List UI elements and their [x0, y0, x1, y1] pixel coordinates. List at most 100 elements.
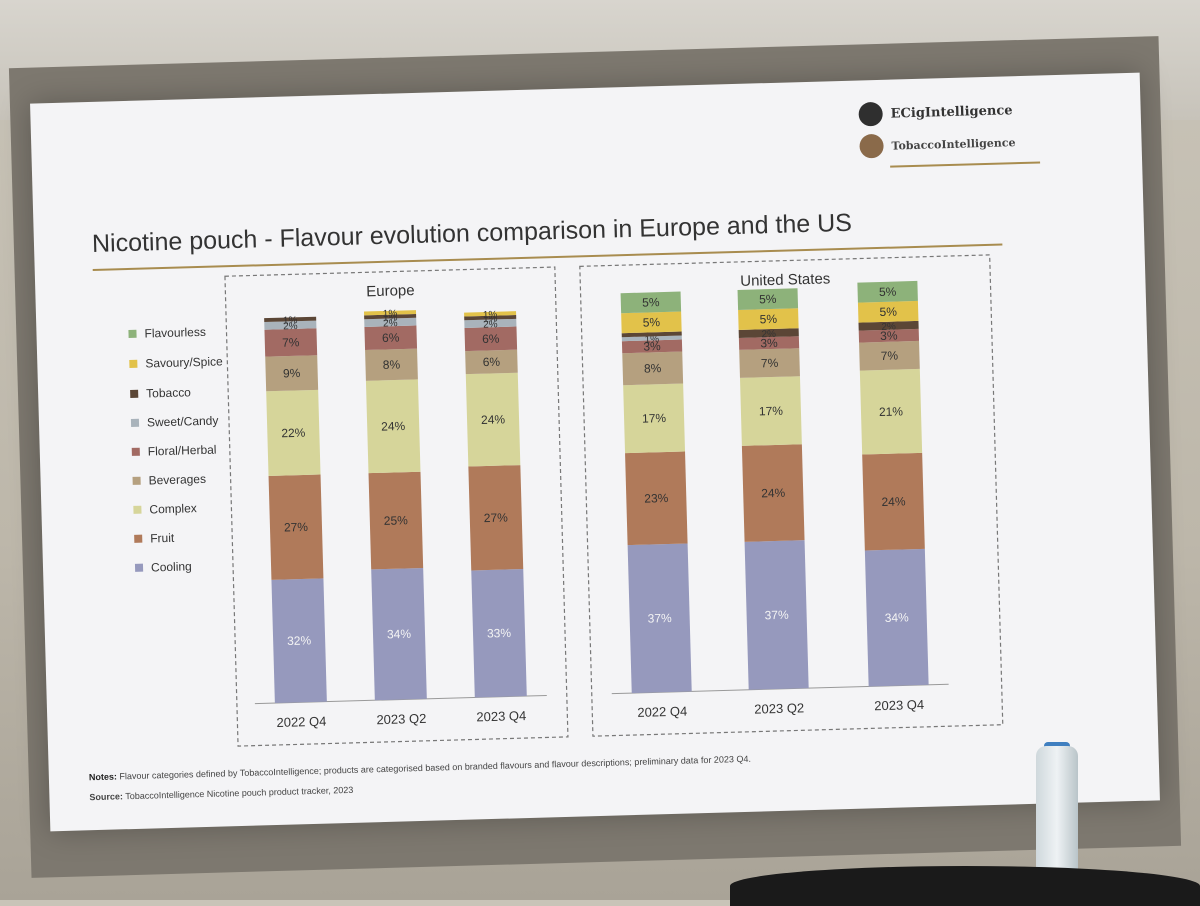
- europe-bar-2023-q4-floral-herbal: [464, 326, 518, 352]
- united-states-bar-2023-q4-flavourless: [857, 280, 918, 303]
- united-states-data-label-2022-q4-cooling: 37%: [647, 611, 672, 626]
- europe-bar-2022-q4-floral-herbal: [264, 328, 318, 357]
- europe-bar-2023-q4-savoury-spice: [464, 311, 517, 317]
- europe-bar-2022-q4-complex: [266, 389, 321, 476]
- europe-bar-2023-q2-floral-herbal: [364, 325, 418, 351]
- united-states-bar-2023-q4-cooling: [864, 548, 929, 687]
- united-states-bar-2023-q2-fruit: [741, 444, 805, 542]
- europe-bar-2022-q4-fruit: [268, 474, 324, 580]
- europe-data-label-2022-q4-complex: 22%: [281, 426, 306, 441]
- source-label: Source:: [89, 791, 124, 803]
- europe-bar-2023-q2-tobacco: [364, 313, 417, 320]
- europe-tick-label-2023-q2: 2023 Q2: [376, 711, 426, 727]
- united-states-bar-2022-q4-sweet-candy: [621, 335, 682, 342]
- europe-data-label-2023-q4-complex: 24%: [481, 412, 506, 427]
- europe-data-label-2022-q4-floral-herbal: 7%: [282, 335, 300, 349]
- europe-data-label-2023-q2-tobacco: 1%: [383, 312, 398, 323]
- united-states-bar-2023-q2-tobacco: [738, 328, 799, 338]
- europe-bar-2022-q4-cooling: [271, 578, 327, 704]
- united-states-bar-2022-q4-complex: [623, 383, 686, 454]
- united-states-data-label-2023-q4-savoury-spice: 5%: [879, 305, 897, 319]
- united-states-data-label-2023-q2-fruit: 24%: [761, 486, 786, 501]
- united-states-data-label-2023-q2-floral-herbal: 3%: [760, 336, 778, 350]
- united-states-bar-2023-q4-savoury-spice: [857, 300, 919, 323]
- united-states-panel-title: United States: [740, 270, 831, 290]
- united-states-bar-2023-q2-complex: [739, 376, 802, 446]
- united-states-bar-2023-q4-tobacco: [858, 320, 919, 331]
- united-states-bar-2023-q2-flavourless: [737, 288, 799, 310]
- united-states-data-label-2023-q2-flavourless: 5%: [759, 292, 777, 306]
- presentation-slide: Nicotine pouch - Flavour evolution compa…: [30, 72, 1160, 832]
- united-states-data-label-2022-q4-beverages: 8%: [644, 361, 662, 375]
- united-states-bar-2023-q4-beverages: [859, 340, 920, 371]
- europe-data-label-2023-q2-cooling: 34%: [387, 627, 412, 642]
- europe-tick-label-2022-q4: 2022 Q4: [276, 714, 326, 730]
- europe-bar-2023-q4-tobacco: [464, 314, 517, 321]
- united-states-data-label-2023-q4-fruit: 24%: [881, 494, 906, 509]
- europe-data-label-2023-q4-fruit: 27%: [484, 510, 509, 525]
- united-states-bar-2022-q4-floral-herbal: [621, 339, 683, 354]
- europe-data-label-2022-q4-fruit: 27%: [284, 520, 309, 535]
- united-states-data-label-2022-q4-complex: 17%: [642, 411, 667, 426]
- europe-bar-2022-q4-sweet-candy: [264, 320, 317, 330]
- united-states-bar-2022-q4-beverages: [622, 351, 684, 386]
- europe-bar-2023-q2-cooling: [371, 567, 427, 701]
- united-states-data-label-2023-q4-cooling: 34%: [885, 610, 910, 625]
- united-states-data-label-2023-q2-tobacco: 2%: [761, 329, 776, 340]
- united-states-data-label-2023-q2-cooling: 37%: [764, 608, 789, 623]
- europe-data-label-2023-q2-savoury-spice: 1%: [383, 309, 398, 320]
- united-states-data-label-2022-q4-savoury-spice: 5%: [643, 315, 661, 329]
- united-states-data-label-2022-q4-flavourless: 5%: [642, 295, 660, 309]
- europe-data-label-2022-q4-cooling: 32%: [287, 633, 312, 648]
- united-states-data-label-2023-q2-savoury-spice: 5%: [759, 312, 777, 326]
- europe-tick-label-2023-q4: 2023 Q4: [476, 708, 526, 724]
- europe-bar-2023-q4-cooling: [471, 568, 527, 698]
- europe-data-label-2023-q2-complex: 24%: [381, 419, 406, 434]
- united-states-data-label-2023-q4-beverages: 7%: [881, 348, 899, 362]
- united-states-data-label-2023-q2-beverages: 7%: [761, 356, 779, 370]
- europe-data-label-2022-q4-tobacco: 1%: [283, 315, 298, 326]
- europe-bar-2022-q4-tobacco: [264, 316, 317, 323]
- us-panel-border: [579, 254, 1004, 737]
- united-states-bar-2023-q2-cooling: [744, 540, 809, 690]
- united-states-bar-2023-q2-beverages: [739, 348, 800, 378]
- united-states-bar-2022-q4-cooling: [627, 543, 692, 694]
- europe-data-label-2023-q2-floral-herbal: 6%: [382, 331, 400, 345]
- europe-data-label-2023-q4-savoury-spice: 1%: [483, 310, 498, 321]
- europe-bar-2023-q2-savoury-spice: [363, 310, 417, 316]
- europe-data-label-2023-q4-sweet-candy: 2%: [483, 319, 498, 330]
- united-states-bar-2023-q2-floral-herbal: [738, 336, 800, 350]
- europe-data-label-2023-q4-tobacco: 1%: [483, 313, 498, 324]
- united-states-tick-label-2022-q4: 2022 Q4: [637, 704, 687, 720]
- united-states-bar-2022-q4-savoury-spice: [621, 311, 682, 334]
- table-top: [730, 866, 1200, 906]
- europe-bar-2023-q2-sweet-candy: [364, 317, 417, 327]
- united-states-data-label-2023-q2-complex: 17%: [759, 404, 784, 419]
- united-states-bar-2022-q4-flavourless: [620, 291, 682, 314]
- united-states-data-label-2022-q4-fruit: 23%: [644, 491, 669, 506]
- united-states-bar-2023-q4-fruit: [862, 452, 925, 551]
- united-states-bar-2023-q2-savoury-spice: [738, 308, 799, 330]
- europe-panel-title: Europe: [366, 282, 415, 300]
- united-states-data-label-2023-q4-floral-herbal: 3%: [880, 329, 898, 343]
- europe-bar-2023-q2-beverages: [365, 348, 418, 381]
- united-states-data-label-2023-q4-complex: 21%: [879, 404, 904, 419]
- united-states-data-label-2023-q4-tobacco: 2%: [881, 322, 896, 333]
- united-states-tick-label-2023-q4: 2023 Q4: [874, 697, 924, 713]
- united-states-tick-label-2023-q2: 2023 Q2: [754, 700, 804, 716]
- europe-bar-2023-q4-fruit: [468, 465, 524, 571]
- europe-data-label-2023-q2-beverages: 8%: [383, 357, 401, 371]
- europe-data-label-2022-q4-sweet-candy: 2%: [283, 321, 298, 332]
- united-states-bar-2023-q4-floral-herbal: [858, 328, 920, 343]
- united-states-data-label-2023-q4-flavourless: 5%: [879, 285, 897, 299]
- europe-data-label-2023-q2-fruit: 25%: [384, 513, 409, 528]
- europe-bar-2023-q2-fruit: [368, 471, 424, 570]
- united-states-data-label-2022-q4-floral-herbal: 3%: [643, 339, 661, 353]
- europe-bar-2023-q2-complex: [365, 379, 421, 474]
- europe-bar-2023-q4-complex: [465, 372, 521, 467]
- united-states-bar-2022-q4-fruit: [625, 451, 688, 546]
- united-states-bar-2022-q4-tobacco: [621, 331, 682, 338]
- europe-panel-border: [224, 266, 569, 747]
- europe-data-label-2023-q4-floral-herbal: 6%: [482, 332, 500, 346]
